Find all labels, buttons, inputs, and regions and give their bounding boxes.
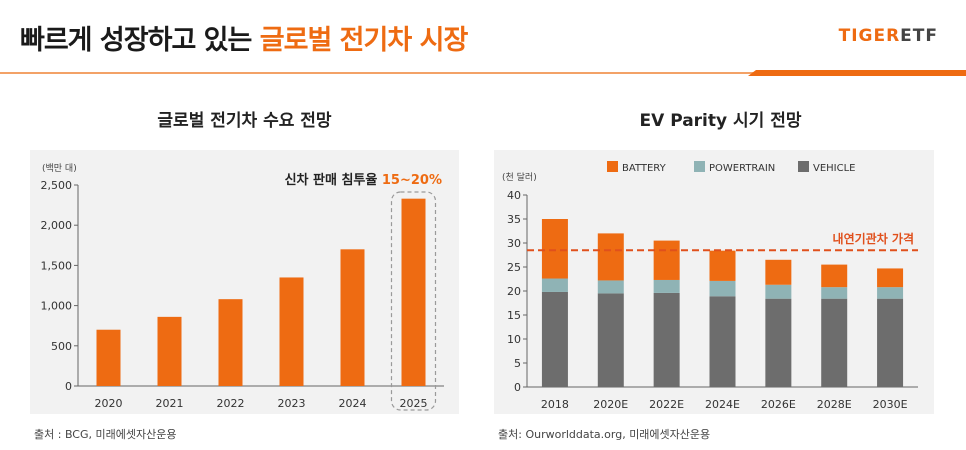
left-x-tick-label: 2021 xyxy=(156,397,184,410)
right-bar-2022E-powertrain xyxy=(653,279,680,293)
right-bar-2030E-vehicle xyxy=(877,298,904,387)
left-chart-panel: (백만 대) 0 500 1,000 1,500 2,000 2,500 2020 2021 20… xyxy=(30,150,459,414)
right-bar-2018-powertrain xyxy=(541,278,568,292)
left-x-tick-label: 2020 xyxy=(95,397,123,410)
left-y-tick-label: 1,000 xyxy=(41,300,73,313)
left-highlight-box xyxy=(390,191,437,411)
right-x-tick-label: 2030E xyxy=(873,398,908,411)
right-bar-2024E-battery xyxy=(709,250,736,281)
right-source: 출처: Ourworlddata.org, 미래에셋자산운용 xyxy=(498,428,711,441)
right-x-tick-label: 2024E xyxy=(705,398,740,411)
left-y-tick-label: 1,500 xyxy=(41,259,73,272)
left-y-tick-label: 500 xyxy=(51,340,72,353)
left-annotation-text: 신차 판매 침투율 xyxy=(285,172,382,188)
right-y-tick-label: 35 xyxy=(507,213,521,226)
page-title-highlight: 글로벌 전기차 시장 xyxy=(259,25,469,56)
right-y-tick-label: 15 xyxy=(507,309,521,322)
left-bar-2020 xyxy=(96,329,121,386)
right-bar-2022E-vehicle xyxy=(653,292,680,387)
left-chart-svg: (백만 대) 0 500 1,000 1,500 2,000 2,500 2020 2021 20… xyxy=(41,163,444,411)
left-chart-title: 글로벌 전기차 수요 전망 xyxy=(157,111,332,131)
left-y-tick-label: 2,000 xyxy=(41,219,73,232)
right-reference-label: 내연기관차 가격 xyxy=(833,231,914,246)
right-bar-2024E-powertrain xyxy=(709,280,736,297)
left-x-tick-label: 2024 xyxy=(339,397,367,410)
right-chart-svg: (천 달러) BATTERY POWERTRAIN VEHICLE 0 5 10 15 20 25… xyxy=(502,161,918,411)
left-source: 출처 : BCG, 미래에셋자산운용 xyxy=(34,428,177,441)
right-bar-2022E-battery xyxy=(653,240,680,280)
right-x-tick-label: 2020E xyxy=(593,398,628,411)
right-bar-2030E-battery xyxy=(877,268,904,288)
right-legend-label-battery: BATTERY xyxy=(622,163,667,174)
right-bar-2020E-powertrain xyxy=(597,280,624,294)
right-y-tick-label: 25 xyxy=(507,261,521,274)
right-x-tick-label: 2022E xyxy=(649,398,684,411)
right-bar-2026E-vehicle xyxy=(765,298,792,387)
right-legend-swatch-battery xyxy=(607,161,618,172)
logo-etf-text: ETF xyxy=(900,26,938,46)
right-legend-swatch-powertrain xyxy=(694,161,705,172)
right-chart-title: EV Parity 시기 전망 xyxy=(639,111,802,131)
page-title-main: 빠르게 성장하고 있는 xyxy=(20,25,260,56)
right-bar-2028E-battery xyxy=(821,264,848,288)
right-x-tick-label: 2018 xyxy=(541,398,569,411)
right-y-tick-label: 10 xyxy=(507,333,521,346)
left-bar-2024 xyxy=(340,249,365,386)
left-bar-2022 xyxy=(218,299,243,386)
right-bar-2028E-vehicle xyxy=(821,298,848,387)
right-bar-2018-vehicle xyxy=(541,291,568,387)
right-bar-2030E-powertrain xyxy=(877,287,904,299)
left-bar-2025 xyxy=(401,198,426,386)
right-y-tick-label: 0 xyxy=(514,381,521,394)
right-legend-label-powertrain: POWERTRAIN xyxy=(709,163,775,174)
right-bar-2020E-vehicle xyxy=(597,293,624,387)
left-annotation-value: 15~20% xyxy=(382,173,442,188)
right-legend-label-vehicle: VEHICLE xyxy=(813,163,856,174)
left-x-tick-label: 2022 xyxy=(217,397,245,410)
left-y-tick-label: 2,500 xyxy=(41,179,73,192)
right-y-tick-label: 40 xyxy=(507,189,521,202)
left-bar-2021 xyxy=(157,316,182,386)
left-x-tick-label: 2023 xyxy=(278,397,306,410)
right-x-tick-label: 2026E xyxy=(761,398,796,411)
right-y-tick-label: 20 xyxy=(507,285,521,298)
right-bar-2024E-vehicle xyxy=(709,296,736,387)
right-y-tick-label: 30 xyxy=(507,237,521,250)
brand-logo: TIGERETF xyxy=(839,26,938,46)
header-accent-ribbon xyxy=(748,70,966,76)
left-unit-label: (백만 대) xyxy=(42,163,77,174)
header-divider xyxy=(0,72,966,74)
right-chart-panel: (천 달러) BATTERY POWERTRAIN VEHICLE 0 5 10 15 20 25… xyxy=(494,150,934,414)
right-y-tick-label: 5 xyxy=(514,357,521,370)
right-bar-2018-battery xyxy=(541,219,568,279)
left-annotation: 신차 판매 침투율 15~20% xyxy=(285,172,442,188)
logo-tiger-text: TIGER xyxy=(838,26,901,46)
right-bar-2026E-battery xyxy=(765,259,792,285)
right-x-tick-label: 2028E xyxy=(817,398,852,411)
right-bar-2026E-powertrain xyxy=(765,284,792,299)
left-y-tick-label: 0 xyxy=(65,380,72,393)
right-unit-label: (천 달러) xyxy=(502,171,537,183)
left-x-tick-label: 2025 xyxy=(400,397,428,410)
right-bar-2028E-powertrain xyxy=(821,287,848,299)
left-bar-2023 xyxy=(279,277,304,386)
right-bar-2020E-battery xyxy=(597,233,624,281)
page-title: 빠르게 성장하고 있는 글로벌 전기차 시장 xyxy=(20,18,469,57)
right-legend-swatch-vehicle xyxy=(798,161,809,172)
